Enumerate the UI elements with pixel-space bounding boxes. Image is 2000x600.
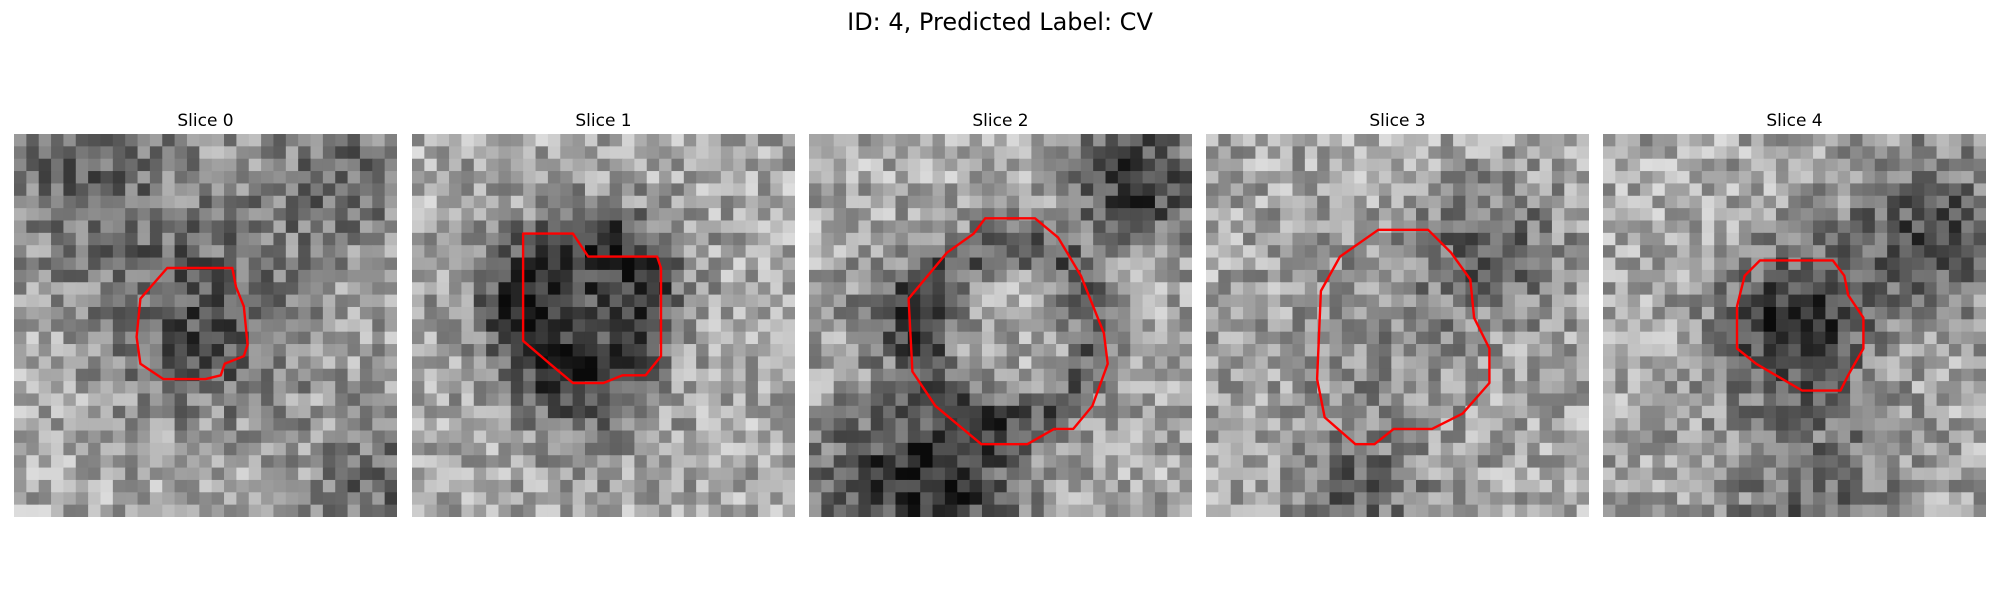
contour-outline (907, 217, 1109, 446)
contour-outline (521, 232, 663, 385)
contour-outline (1315, 228, 1491, 446)
slice-title: Slice 0 (177, 111, 234, 131)
slice-image (1603, 134, 1986, 517)
slice-panel-0: Slice 0 (14, 108, 397, 517)
grayscale-pixel-grid (412, 134, 795, 517)
slice-title: Slice 1 (575, 111, 632, 131)
grayscale-pixel-grid (1603, 134, 1986, 517)
slice-image (412, 134, 795, 517)
grayscale-pixel-grid (809, 134, 1192, 517)
slice-image (1206, 134, 1589, 517)
figure-title: ID: 4, Predicted Label: CV (847, 8, 1153, 36)
slice-panel-1: Slice 1 (412, 108, 795, 517)
contour-outline (1735, 259, 1865, 392)
slice-image (14, 134, 397, 517)
grayscale-pixel-grid (14, 134, 397, 517)
slice-panel-2: Slice 2 (809, 108, 1192, 517)
slice-panel-4: Slice 4 (1603, 108, 1986, 517)
slice-image (809, 134, 1192, 517)
contour-outline (135, 266, 249, 381)
slice-panel-3: Slice 3 (1206, 108, 1589, 517)
grayscale-pixel-grid (1206, 134, 1589, 517)
slice-title: Slice 3 (1369, 111, 1426, 131)
slice-title: Slice 4 (1766, 111, 1823, 131)
slice-title: Slice 2 (972, 111, 1029, 131)
